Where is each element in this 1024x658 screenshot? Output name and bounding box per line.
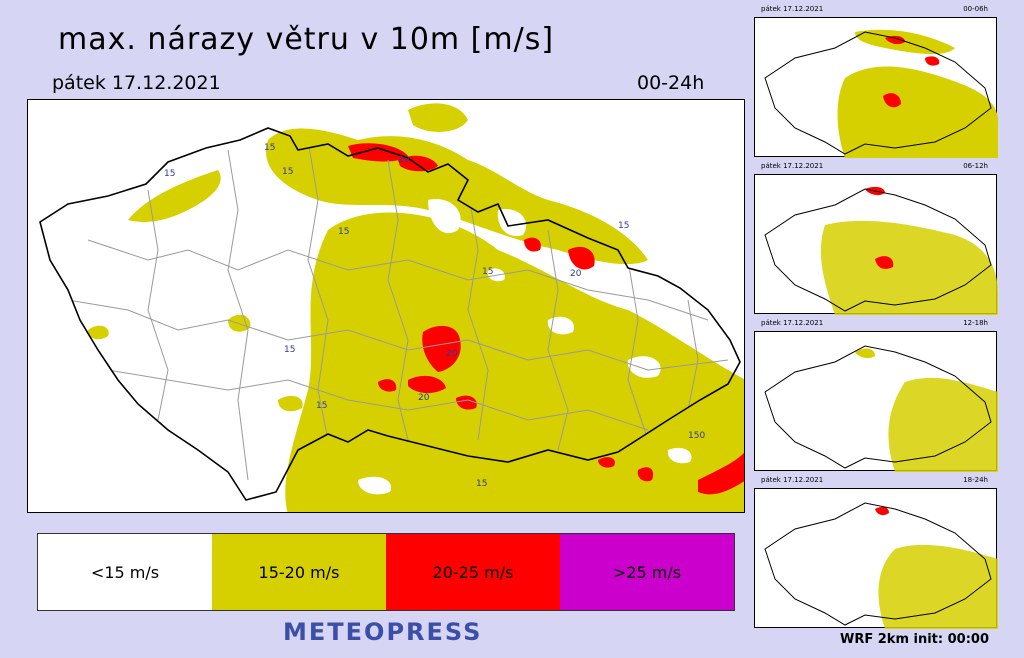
isoline-label: 15 (482, 267, 493, 277)
model-info: WRF 2km init: 00:00 (840, 632, 990, 647)
main-map-graphic: 15 15 15 15 15 15 15 15 15 20 20 20 20 1… (28, 100, 744, 512)
isoline-label: 20 (418, 393, 430, 403)
legend-item: >25 m/s (560, 534, 734, 610)
forecast-date: pátek 17.12.2021 (52, 72, 221, 94)
isoline-label: 20 (570, 269, 582, 279)
legend-item: 20-25 m/s (386, 534, 560, 610)
isoline-label: 15 (338, 227, 349, 237)
mini-map-06-12: pátek 17.12.2021 06-12h (754, 162, 998, 315)
isoline-label: 15 (618, 221, 629, 231)
forecast-range: 00-24h (637, 72, 705, 94)
main-map: 15 15 15 15 15 15 15 15 15 20 20 20 20 1… (27, 99, 745, 513)
color-legend: <15 m/s 15-20 m/s 20-25 m/s >25 m/s (37, 533, 735, 611)
isoline-label: 15 (264, 143, 275, 153)
legend-item: 15-20 m/s (212, 534, 386, 610)
isoline-label: 150 (688, 431, 705, 441)
mini-map-00-06: pátek 17.12.2021 00-06h (754, 5, 998, 158)
isoline-label: 15 (284, 345, 295, 355)
brand-logo: METEOPRESS (283, 618, 483, 646)
isoline-label: 15 (282, 167, 293, 177)
mini-map-12-18: pátek 17.12.2021 12-18h (754, 319, 998, 472)
mini-map-18-24: pátek 17.12.2021 18-24h (754, 476, 998, 629)
isoline-label: 20 (398, 155, 410, 165)
legend-item: <15 m/s (38, 534, 212, 610)
map-title: max. nárazy větru v 10m [m/s] (58, 22, 555, 57)
isoline-label: 20 (446, 349, 458, 359)
isoline-label: 15 (164, 169, 175, 179)
isoline-label: 15 (316, 401, 327, 411)
isoline-label: 15 (476, 479, 487, 489)
